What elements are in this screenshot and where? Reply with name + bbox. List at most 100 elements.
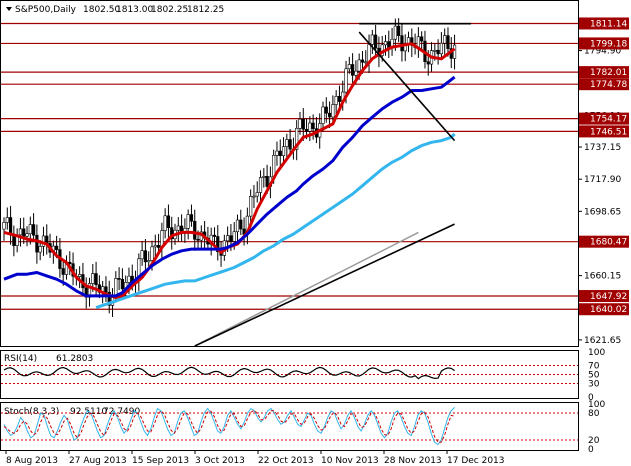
candle-body xyxy=(38,246,42,253)
candle-body xyxy=(143,250,148,263)
candle-body xyxy=(8,217,13,235)
price-tick-label: 1621.65 xyxy=(584,336,621,346)
level-badge xyxy=(579,235,629,248)
candle-body xyxy=(265,176,269,187)
candle-body xyxy=(255,192,259,197)
x-tick-label: 15 Sep 2013 xyxy=(132,456,189,466)
indicator-tick-label: 50 xyxy=(588,371,600,381)
x-axis: 8 Aug 2013 27 Aug 2013 15 Sep 2013 3 Oct 20… xyxy=(5,450,505,466)
stoch-line xyxy=(3,409,455,443)
candle-body xyxy=(117,278,121,280)
candle-body xyxy=(298,118,302,129)
candle-body xyxy=(25,233,29,237)
candle-body xyxy=(357,59,361,72)
candle-body xyxy=(249,195,253,217)
level-badge xyxy=(579,112,629,125)
candle-body xyxy=(324,106,328,114)
candle-body xyxy=(91,273,95,284)
stoch-line xyxy=(3,407,455,446)
indicator-tick-label: 70 xyxy=(588,362,600,372)
trendline xyxy=(358,31,456,142)
x-tick-label: 22 Oct 2013 xyxy=(258,456,314,466)
level-label: 1774.78 xyxy=(590,80,627,90)
candle-body xyxy=(166,215,171,228)
candle-body xyxy=(156,245,161,248)
level-label: 1799.18 xyxy=(590,39,627,49)
x-tick-label: 17 Dec 2013 xyxy=(447,456,505,466)
candle-body xyxy=(120,279,124,290)
indicator-tick-label: 30 xyxy=(588,380,600,390)
candle-body xyxy=(196,238,200,241)
candle-body xyxy=(212,234,217,237)
candle-body xyxy=(94,273,98,286)
ohlc-close: 1812.25 xyxy=(187,5,224,15)
candle-body xyxy=(285,139,289,147)
level-badge xyxy=(579,290,629,303)
level-badge xyxy=(579,66,629,79)
level-label: 1640.02 xyxy=(590,305,627,315)
candle-body xyxy=(107,291,111,306)
ohlc-open: 1802.50 xyxy=(83,5,120,15)
rsi-panel-frame xyxy=(0,350,579,399)
indicator-tick-label: 100 xyxy=(588,348,605,358)
price-panel-frame xyxy=(0,0,579,347)
candle-body xyxy=(28,224,32,235)
symbol-label: S&P500,Daily xyxy=(15,5,77,15)
stoch-name: Stoch(8,3,3) xyxy=(4,407,59,417)
price-panel: 1794.901756.101737.151717.901698.651679.… xyxy=(1,17,629,347)
candle-body xyxy=(104,286,108,293)
rsi-name: RSI(14) xyxy=(4,354,37,364)
candle-body xyxy=(446,35,450,49)
candle-body xyxy=(327,112,332,118)
indicator-tick-label: 0 xyxy=(588,393,594,403)
moving-average-line xyxy=(3,75,456,298)
level-label: 1746.51 xyxy=(590,127,627,137)
candle-body xyxy=(364,61,368,64)
level-badge xyxy=(579,78,629,91)
candle-body xyxy=(262,176,266,178)
candle-body xyxy=(288,139,292,150)
candle-body xyxy=(127,275,131,283)
candle-body xyxy=(239,219,243,230)
candle-body xyxy=(189,214,194,222)
indicator-tick-label: 80 xyxy=(588,409,600,419)
candle-body xyxy=(443,35,447,44)
moving-average-line xyxy=(3,42,456,300)
price-tick-label: 1660.15 xyxy=(584,272,621,282)
level-label: 1647.92 xyxy=(590,292,627,302)
candle-body xyxy=(351,64,355,76)
candle-body xyxy=(383,41,388,46)
candle-body xyxy=(347,64,351,70)
candle-body xyxy=(170,227,174,240)
level-badge xyxy=(579,37,629,50)
candle-body xyxy=(311,122,315,129)
collapse-triangle-icon[interactable] xyxy=(6,7,12,11)
price-tick-label: 1698.65 xyxy=(584,207,621,217)
candle-body xyxy=(321,106,325,124)
candle-body xyxy=(334,96,338,105)
rsi-line xyxy=(3,366,455,380)
candle-body xyxy=(308,122,312,132)
candle-body xyxy=(258,177,263,193)
candle-body xyxy=(278,150,282,156)
level-label: 1754.17 xyxy=(590,115,627,125)
candle-body xyxy=(163,215,167,231)
indicator-tick-label: 0 xyxy=(588,445,594,455)
candle-body xyxy=(229,235,233,242)
candle-body xyxy=(235,219,240,233)
candle-body xyxy=(31,224,36,236)
x-tick-label: 27 Aug 2013 xyxy=(69,456,127,466)
price-tick-label: 1717.90 xyxy=(584,175,621,185)
candles xyxy=(2,18,457,317)
candle-body xyxy=(176,225,180,231)
indicator-tick-label: 20 xyxy=(588,436,600,446)
candle-body xyxy=(281,146,286,156)
candle-body xyxy=(275,150,279,156)
candle-body xyxy=(18,228,23,236)
candle-body xyxy=(400,35,404,52)
x-tick-label: 10 Nov 2013 xyxy=(321,456,379,466)
level-badge xyxy=(579,303,629,316)
